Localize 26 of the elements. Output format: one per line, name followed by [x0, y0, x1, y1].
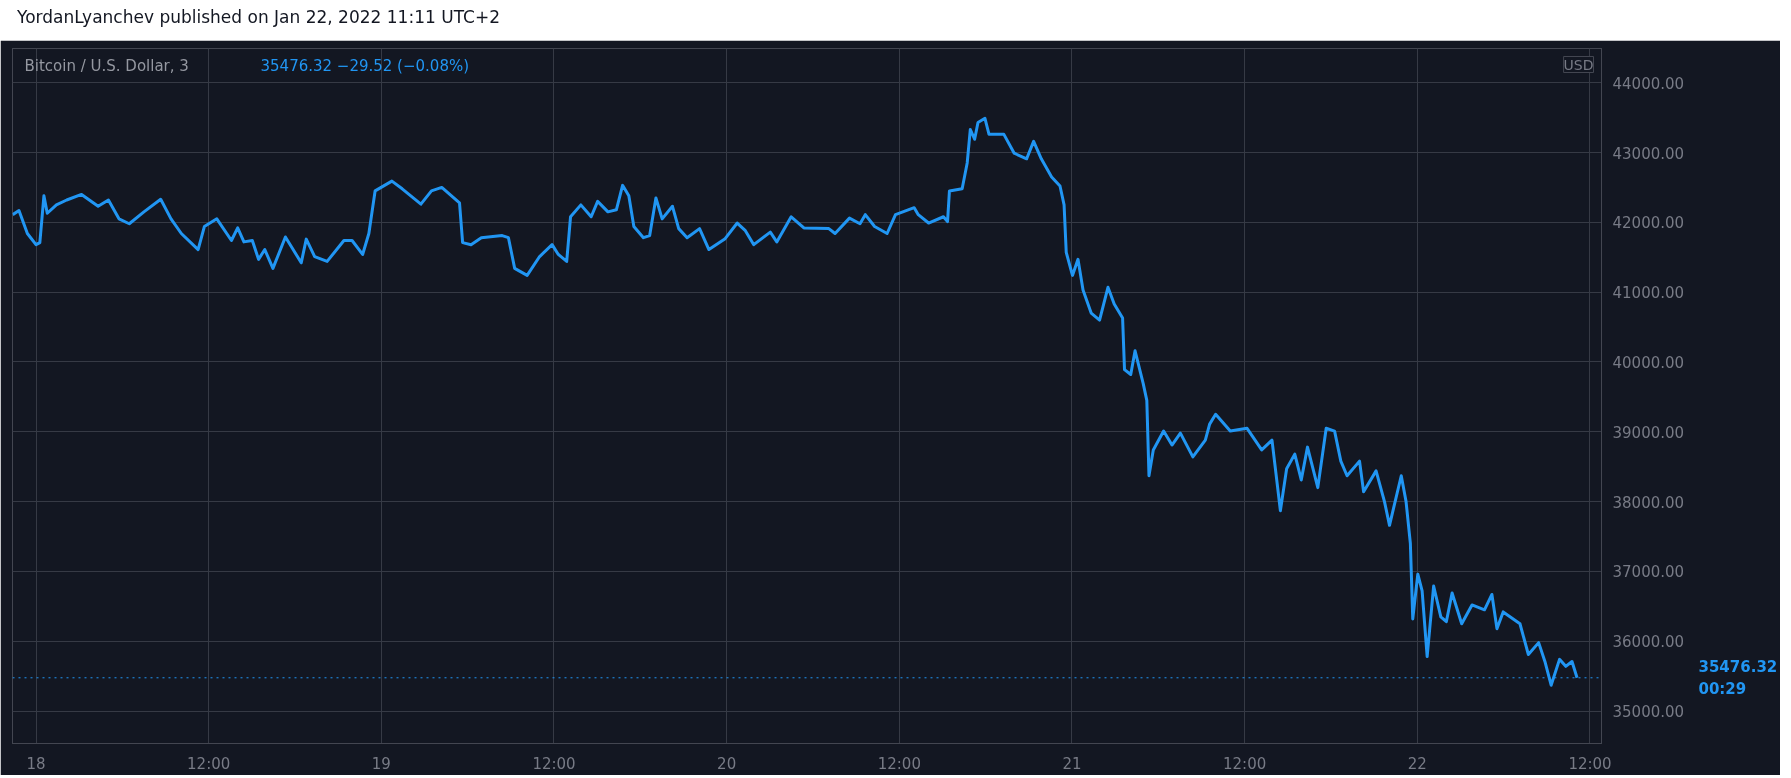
y-axis-title: USD: [1563, 56, 1594, 73]
text: Bitcoin / U.S. Dollar, 3: [24, 56, 189, 75]
y-tick-label: 39000.00: [1612, 423, 1685, 442]
ref-line-label: 35476.32: [1698, 657, 1778, 676]
y-tick-label: 42000.00: [1612, 214, 1685, 233]
x-tick-label: 22: [1407, 754, 1427, 773]
chart-title: YordanLyanchev published on Jan 22, 2022 11:11 UTC+2: [17, 6, 500, 29]
x-tick-label: 19: [371, 754, 391, 773]
y-tick-label: 43000.00: [1612, 144, 1685, 163]
x-tick-label: 12:00: [187, 754, 231, 773]
text: 00:29: [1698, 679, 1747, 698]
x-tick-label: 21: [1062, 754, 1082, 773]
x-tick-label: 18: [26, 754, 46, 773]
y-tick-label: 44000.00: [1612, 74, 1685, 93]
x-tick-label: 12:00: [877, 754, 921, 773]
y-tick-label: 36000.00: [1612, 633, 1685, 652]
x-tick-label: 20: [717, 754, 737, 773]
annotation: 35476.32 −29.52 (−0.08%): [260, 56, 470, 75]
y-tick-label: 40000.00: [1612, 353, 1685, 372]
y-tick-label: 35000.00: [1612, 703, 1685, 722]
x-tick-label: 12:00: [1568, 754, 1612, 773]
x-tick-label: 12:00: [532, 754, 576, 773]
x-tick-label: 12:00: [1223, 754, 1267, 773]
y-tick-label: 41000.00: [1612, 284, 1685, 303]
y-tick-label: 37000.00: [1612, 563, 1685, 582]
y-tick-label: 38000.00: [1612, 493, 1685, 512]
